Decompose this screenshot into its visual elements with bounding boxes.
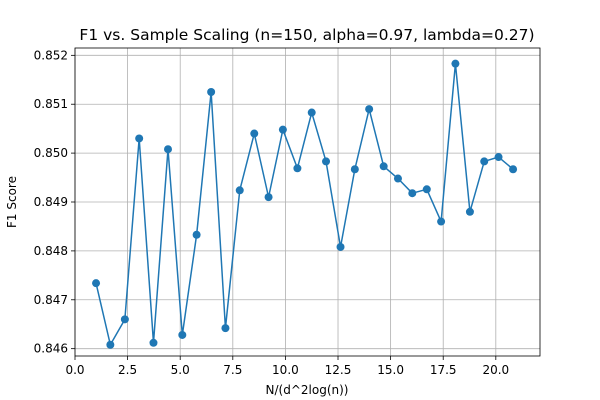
x-tick-label: 10.0 bbox=[272, 363, 299, 377]
data-point bbox=[164, 145, 172, 154]
x-tick-label: 5.0 bbox=[171, 363, 190, 377]
data-point bbox=[336, 242, 345, 251]
data-point bbox=[379, 162, 388, 171]
y-tick-label: 0.847 bbox=[34, 293, 68, 307]
data-point bbox=[207, 88, 216, 96]
chart-title: F1 vs. Sample Scaling (n=150, alpha=0.97… bbox=[79, 26, 534, 44]
x-tick-label: 20.0 bbox=[482, 363, 509, 377]
data-point bbox=[264, 193, 273, 202]
data-point bbox=[192, 230, 201, 239]
data-point bbox=[250, 129, 259, 138]
data-point bbox=[437, 217, 446, 226]
grid bbox=[74, 48, 540, 356]
data-point bbox=[135, 134, 144, 143]
x-tick-label: 17.5 bbox=[430, 363, 457, 377]
y-tick-label: 0.846 bbox=[34, 342, 68, 356]
y-tick-label: 0.852 bbox=[34, 48, 68, 62]
x-tick-label: 0.0 bbox=[65, 363, 84, 377]
y-tick-label: 0.849 bbox=[34, 195, 68, 209]
axis-ticks: 0.0 2.5 5.0 7.5 10.0 12.5 15.0 17.5 20.0 0.846 0.8… bbox=[34, 48, 510, 377]
data-point bbox=[465, 207, 474, 216]
y-axis-label: F1 Score bbox=[5, 176, 19, 228]
data-point bbox=[350, 165, 359, 174]
data-point bbox=[120, 315, 129, 324]
x-tick-label: 12.5 bbox=[325, 363, 352, 377]
data-point bbox=[393, 174, 402, 183]
x-tick-label: 2.5 bbox=[118, 363, 137, 377]
data-point bbox=[293, 164, 302, 173]
y-tick-label: 0.848 bbox=[34, 244, 68, 258]
data-point bbox=[408, 189, 417, 198]
data-point bbox=[365, 105, 374, 114]
x-axis-label: N/(d^2log(n)) bbox=[266, 383, 349, 397]
series-line bbox=[95, 62, 514, 346]
data-point bbox=[451, 59, 460, 68]
data-point bbox=[178, 330, 187, 339]
data-point bbox=[480, 157, 489, 166]
data-point bbox=[149, 338, 158, 347]
data-point bbox=[307, 108, 316, 117]
data-point bbox=[322, 157, 331, 166]
data-point bbox=[106, 340, 115, 349]
data-point bbox=[278, 125, 287, 134]
data-point bbox=[235, 186, 244, 195]
x-tick-label: 15.0 bbox=[377, 363, 404, 377]
data-point bbox=[494, 153, 503, 162]
data-point bbox=[221, 324, 230, 333]
data-point bbox=[92, 279, 101, 288]
series-layer bbox=[92, 59, 518, 349]
y-tick-label: 0.851 bbox=[34, 97, 68, 111]
data-point bbox=[509, 165, 518, 174]
x-tick-label: 7.5 bbox=[223, 363, 242, 377]
data-point bbox=[422, 185, 431, 194]
y-tick-label: 0.850 bbox=[34, 146, 68, 160]
